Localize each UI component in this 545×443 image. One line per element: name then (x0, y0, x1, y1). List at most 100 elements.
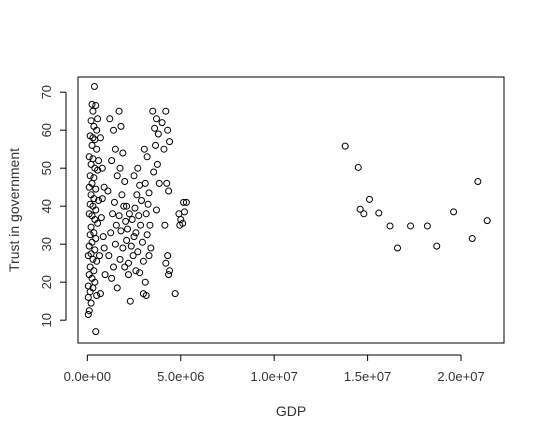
data-point (394, 244, 401, 252)
data-point (96, 290, 104, 298)
data-point (130, 233, 138, 241)
plot-frame (77, 76, 505, 344)
data-point (85, 242, 93, 250)
data-point (88, 100, 96, 108)
data-point (130, 172, 138, 180)
y-axis-title: Trust in government (6, 148, 22, 272)
data-point (161, 221, 169, 229)
data-point (92, 328, 100, 336)
y-tick-label: 20 (39, 275, 54, 289)
data-point (117, 227, 125, 235)
data-point (85, 183, 93, 191)
data-point (99, 233, 107, 241)
data-point (164, 126, 172, 134)
data-point (94, 166, 102, 174)
data-point (105, 252, 113, 260)
data-point (112, 221, 120, 229)
data-point (84, 293, 92, 301)
data-point (145, 189, 153, 197)
data-point (92, 102, 100, 109)
data-point (90, 83, 98, 90)
data-point (136, 181, 144, 189)
data-point (122, 217, 130, 225)
data-point (124, 225, 132, 233)
data-point (123, 202, 131, 210)
data-point (151, 124, 159, 132)
data-point (166, 138, 174, 146)
data-point (85, 307, 93, 315)
data-point (100, 183, 108, 191)
data-point (158, 119, 166, 127)
data-point (407, 222, 415, 230)
data-point (84, 252, 92, 260)
x-tick-label: 1.0e+07 (251, 369, 298, 384)
data-point (141, 278, 149, 286)
data-point (140, 145, 148, 153)
data-point (107, 229, 115, 237)
data-point (182, 198, 190, 206)
data-point (165, 187, 173, 195)
data-point (91, 246, 99, 254)
data-point (360, 210, 368, 218)
data-point (386, 222, 394, 230)
data-point (171, 290, 179, 298)
data-point (356, 205, 364, 213)
data-point (433, 242, 441, 250)
data-point (94, 219, 102, 227)
data-point (98, 195, 106, 203)
data-point (87, 223, 95, 231)
data-point (111, 240, 119, 248)
data-point (92, 235, 100, 242)
data-point (143, 231, 151, 239)
data-point (139, 257, 147, 265)
data-point (92, 206, 100, 214)
data-point (93, 145, 101, 153)
data-point (93, 292, 101, 299)
data-point (124, 259, 132, 267)
data-point (92, 185, 100, 193)
data-point (89, 134, 97, 142)
data-point (132, 229, 140, 237)
data-point (104, 187, 112, 195)
x-tick-label: 1.5e+07 (344, 369, 391, 384)
data-point (474, 178, 482, 185)
data-point (468, 235, 476, 242)
data-point (126, 297, 134, 305)
data-point (155, 179, 163, 187)
data-point (84, 311, 92, 318)
data-point (111, 145, 119, 153)
data-point (142, 210, 150, 218)
data-point (163, 179, 171, 187)
y-tick-label: 50 (39, 161, 54, 175)
data-point (160, 145, 168, 153)
y-axis: 10 20 30 40 50 60 70 (39, 85, 67, 327)
data-point (175, 210, 183, 218)
data-point (120, 202, 128, 210)
data-point (110, 126, 117, 134)
data-point (101, 271, 109, 279)
data-point (133, 191, 141, 199)
data-point (106, 115, 114, 123)
data-point (95, 252, 103, 260)
data-point (121, 263, 129, 271)
data-point (176, 221, 184, 229)
data-point (95, 157, 103, 165)
data-point (144, 200, 152, 208)
data-points (84, 83, 491, 336)
y-tick-label: 10 (39, 313, 54, 327)
data-point (87, 299, 95, 307)
y-tick-label: 60 (39, 123, 54, 137)
data-point (450, 208, 458, 216)
data-point (152, 141, 160, 149)
data-point (98, 164, 106, 172)
data-point (129, 252, 137, 260)
data-point (116, 255, 124, 263)
data-point (93, 257, 101, 265)
data-point (365, 195, 373, 203)
data-point (118, 191, 126, 199)
data-point (135, 212, 143, 220)
data-point (128, 216, 136, 223)
data-point (164, 252, 172, 260)
y-tick-label: 40 (39, 199, 54, 213)
